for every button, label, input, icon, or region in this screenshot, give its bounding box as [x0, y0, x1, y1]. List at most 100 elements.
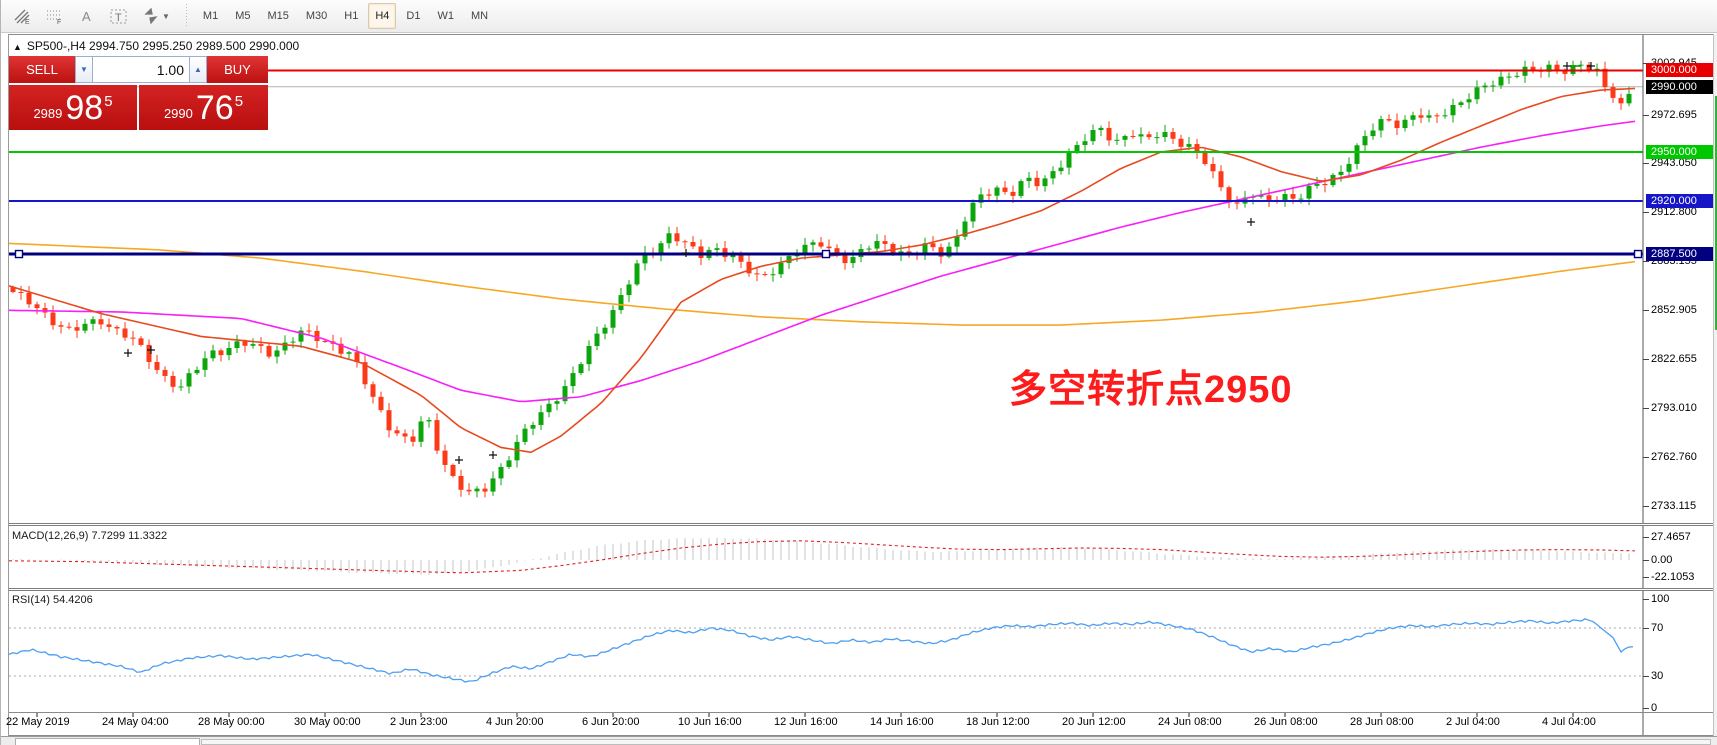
line-handle — [1633, 249, 1643, 259]
date-axis-label: 10 Jun 16:00 — [678, 716, 742, 728]
date-axis-label: 4 Jun 20:00 — [486, 716, 544, 728]
date-axis-label: 28 Jun 08:00 — [1350, 716, 1414, 728]
panel-separator-rsi[interactable] — [1, 588, 1713, 591]
one-click-trading-panel: SELL ▼ ▲ BUY 2989 98 5 2990 76 5 — [9, 56, 268, 130]
grid-fibo-icon[interactable]: F — [40, 3, 70, 29]
toolbar-separator — [182, 4, 190, 28]
price-level-label: 3000.000 — [1646, 63, 1713, 78]
axis-tick — [1643, 676, 1649, 677]
collapse-triangle-icon[interactable]: ▲ — [13, 42, 22, 52]
axis-tick — [1643, 457, 1649, 458]
price-axis-label: 2943.050 — [1651, 157, 1697, 169]
price-axis-label: 2852.905 — [1651, 304, 1697, 316]
price-axis-label: 2912.800 — [1651, 206, 1697, 218]
chart-window[interactable]: ▲ SP500-,H4 2994.750 2995.250 2989.500 29… — [1, 34, 1717, 745]
date-axis-label: 14 Jun 16:00 — [870, 716, 934, 728]
price-level-label: 2990.000 — [1646, 79, 1713, 94]
left-gutter — [1, 34, 9, 745]
plus-marker — [147, 346, 155, 354]
price-axis-label: 2762.760 — [1651, 451, 1697, 463]
timeframe-button-d1[interactable]: D1 — [406, 10, 421, 22]
sell-button[interactable]: SELL — [9, 56, 75, 83]
text-box-icon[interactable]: T — [104, 3, 134, 29]
date-axis-label: 24 Jun 08:00 — [1158, 716, 1222, 728]
line-handle — [821, 249, 831, 259]
panel-border-bottom — [1, 735, 1713, 736]
rsi-line — [8, 618, 1634, 683]
bottom-scroll-strip[interactable] — [1, 736, 1717, 745]
axis-tick — [1643, 599, 1649, 600]
chart-canvas[interactable] — [1, 34, 1717, 745]
arrow-objects-icon[interactable]: ▼ — [137, 3, 176, 29]
ask-price-big: 76 — [195, 88, 234, 127]
axis-tick — [1643, 212, 1649, 213]
macd-signal-line — [8, 540, 1636, 574]
rsi-value: 54.4206 — [52, 594, 93, 606]
plot-borders — [36, 34, 1644, 736]
price-axis-label: 0 — [1651, 702, 1658, 714]
bid-price-display[interactable]: 2989 98 5 — [9, 85, 137, 130]
date-axis-label: 2 Jul 04:00 — [1446, 716, 1500, 728]
price-axis-label: 70 — [1651, 622, 1664, 634]
timeframe-button-m30[interactable]: M30 — [305, 10, 328, 22]
ask-price-display[interactable]: 2990 76 5 — [139, 85, 268, 130]
svg-text:F: F — [57, 19, 61, 25]
price-level-label: 2950.000 — [1646, 145, 1713, 160]
axis-tick — [1643, 310, 1649, 311]
price-axis-label: 27.4657 — [1651, 531, 1691, 543]
bid-price-sup: 5 — [104, 93, 113, 110]
svg-text:T: T — [115, 12, 122, 24]
price-axis-label: 2793.010 — [1651, 402, 1697, 414]
plus-marker — [1563, 62, 1571, 70]
axis-tick — [1643, 708, 1649, 709]
timeframe-button-h1[interactable]: H1 — [344, 10, 359, 22]
axis-tick — [1643, 560, 1649, 561]
price-axis-label: 2822.655 — [1651, 353, 1697, 365]
ma-fast-line — [8, 87, 1636, 454]
date-axis-label: 18 Jun 12:00 — [966, 716, 1030, 728]
date-axis-label: 20 Jun 12:00 — [1062, 716, 1126, 728]
date-axis-label: 30 May 00:00 — [294, 716, 361, 728]
panel-separator-macd[interactable] — [1, 523, 1713, 526]
line-handle — [14, 249, 24, 259]
chart-text-annotation[interactable]: 多空转折点2950 — [1009, 369, 1293, 411]
right-edge-strip — [1713, 34, 1717, 745]
plus-marker — [124, 349, 132, 357]
macd-values: 7.7299 11.3322 — [91, 530, 168, 542]
date-axis-label: 2 Jun 23:00 — [390, 716, 448, 728]
timeframe-button-m5[interactable]: M5 — [235, 10, 251, 22]
toolbar: E F A T — [1, 0, 1717, 33]
date-axis-label: 26 Jun 08:00 — [1254, 716, 1318, 728]
axis-tick — [1643, 506, 1649, 507]
bottom-tab[interactable] — [15, 738, 200, 745]
price-axis-label: 30 — [1651, 670, 1664, 682]
axis-tick — [1643, 115, 1649, 116]
price-level-label: 2887.500 — [1646, 247, 1713, 262]
ohlc-values: 2994.750 2995.250 2989.500 2990.000 — [88, 39, 300, 53]
rsi-name: RSI(14) — [12, 594, 50, 606]
line-studies-icon[interactable]: E — [7, 3, 37, 29]
axis-tick — [1643, 628, 1649, 629]
plus-marker — [1587, 62, 1595, 70]
date-axis-label: 22 May 2019 — [6, 716, 70, 728]
timeframe-button-w1[interactable]: W1 — [437, 10, 454, 22]
buy-button[interactable]: BUY — [207, 56, 268, 83]
symbol-timeframe-label: SP500-,H4 — [26, 39, 86, 53]
date-axis-label: 6 Jun 20:00 — [582, 716, 640, 728]
ma-slow-line — [8, 242, 1636, 326]
price-axis-label: 2972.695 — [1651, 109, 1697, 121]
volume-decrease-button[interactable]: ▼ — [75, 56, 93, 83]
macd-label: MACD(12,26,9) 7.7299 11.3322 — [12, 530, 167, 542]
level-lines[interactable] — [9, 69, 1643, 259]
volume-increase-button[interactable]: ▲ — [189, 56, 207, 83]
date-axis-label: 4 Jul 04:00 — [1542, 716, 1596, 728]
timeframe-button-mn[interactable]: MN — [470, 10, 489, 22]
timeframe-button-h4[interactable]: H4 — [368, 3, 397, 29]
timeframe-button-m1[interactable]: M1 — [202, 10, 219, 22]
volume-input[interactable] — [93, 56, 189, 83]
chart-header: ▲ SP500-,H4 2994.750 2995.250 2989.500 29… — [13, 39, 299, 53]
timeframe-button-group: M1 M5 M15 M30 H1 H4 D1 W1 MN — [196, 3, 498, 29]
axis-tick — [1643, 577, 1649, 578]
text-label-icon[interactable]: A — [73, 3, 101, 29]
timeframe-button-m15[interactable]: M15 — [267, 10, 289, 22]
